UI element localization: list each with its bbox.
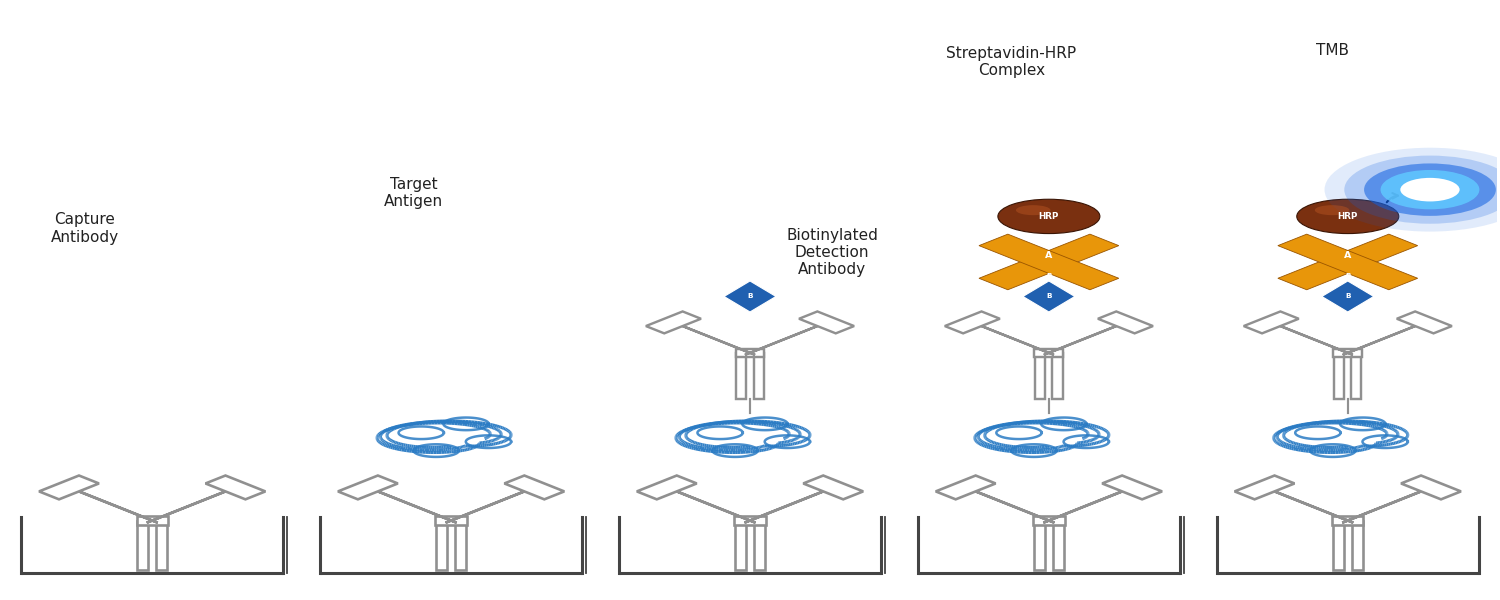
Text: B: B (747, 293, 753, 299)
Bar (1334, 521, 1344, 571)
Bar (1053, 521, 1064, 571)
Bar (1034, 521, 1046, 571)
Text: B: B (1346, 293, 1350, 299)
Bar (1034, 517, 1065, 524)
Bar (936, 476, 996, 499)
Bar (454, 521, 466, 571)
Bar (1035, 353, 1046, 399)
Bar (1396, 311, 1452, 334)
Polygon shape (1342, 320, 1430, 355)
Polygon shape (1258, 485, 1353, 523)
Text: HRP: HRP (1038, 212, 1059, 221)
Bar (435, 517, 466, 524)
Text: B: B (1346, 272, 1350, 278)
Bar (646, 311, 700, 334)
Text: A: A (1046, 251, 1053, 260)
Bar (1334, 353, 1344, 399)
Bar (735, 349, 765, 356)
Bar (136, 517, 168, 524)
Ellipse shape (998, 199, 1100, 233)
Polygon shape (1044, 485, 1137, 523)
Bar (1234, 476, 1294, 499)
Text: Biotinylated
Detection
Antibody: Biotinylated Detection Antibody (786, 227, 877, 277)
Polygon shape (1278, 234, 1418, 290)
Circle shape (1401, 178, 1460, 202)
Polygon shape (363, 485, 456, 523)
Bar (39, 476, 99, 499)
Text: Streptavidin-HRP
Complex: Streptavidin-HRP Complex (946, 46, 1077, 79)
Bar (804, 476, 862, 499)
Polygon shape (1023, 281, 1076, 312)
Polygon shape (662, 485, 756, 523)
Bar (638, 476, 696, 499)
Circle shape (1324, 148, 1500, 232)
Polygon shape (1266, 320, 1353, 355)
Bar (1035, 349, 1064, 356)
Polygon shape (1342, 485, 1437, 523)
Bar (735, 517, 765, 524)
Bar (800, 311, 853, 334)
Polygon shape (746, 320, 831, 355)
Ellipse shape (1016, 205, 1050, 215)
Polygon shape (744, 485, 839, 523)
Polygon shape (1278, 234, 1418, 290)
Polygon shape (724, 281, 776, 312)
Ellipse shape (1316, 205, 1350, 215)
Circle shape (1380, 170, 1479, 209)
Bar (504, 476, 564, 499)
Bar (1098, 311, 1154, 334)
Bar (338, 476, 398, 499)
Polygon shape (1044, 320, 1131, 355)
Polygon shape (63, 485, 158, 523)
Polygon shape (960, 485, 1054, 523)
Bar (1352, 353, 1362, 399)
Bar (1334, 349, 1362, 356)
Bar (1102, 476, 1162, 499)
Polygon shape (446, 485, 540, 523)
Circle shape (1344, 155, 1500, 224)
Bar (138, 521, 148, 571)
Bar (436, 521, 447, 571)
Circle shape (1364, 163, 1496, 216)
Bar (754, 521, 765, 571)
Polygon shape (980, 234, 1119, 290)
Polygon shape (1322, 281, 1374, 312)
Bar (1244, 311, 1299, 334)
Bar (753, 353, 764, 399)
Bar (735, 521, 746, 571)
Text: B: B (1046, 272, 1052, 278)
Polygon shape (669, 320, 754, 355)
Text: Target
Antigen: Target Antigen (384, 177, 444, 209)
Text: Capture
Antibody: Capture Antibody (51, 212, 118, 245)
Bar (1332, 517, 1364, 524)
Bar (156, 521, 166, 571)
Polygon shape (147, 485, 242, 523)
Text: B: B (1046, 293, 1052, 299)
Polygon shape (980, 234, 1119, 290)
Bar (1053, 353, 1062, 399)
Ellipse shape (1298, 199, 1400, 233)
Bar (1352, 521, 1362, 571)
Bar (945, 311, 1000, 334)
Text: A: A (1344, 251, 1352, 260)
Text: HRP: HRP (1338, 212, 1358, 221)
Text: TMB: TMB (1317, 43, 1350, 58)
Bar (1401, 476, 1461, 499)
Bar (206, 476, 266, 499)
Bar (736, 353, 747, 399)
Polygon shape (968, 320, 1054, 355)
